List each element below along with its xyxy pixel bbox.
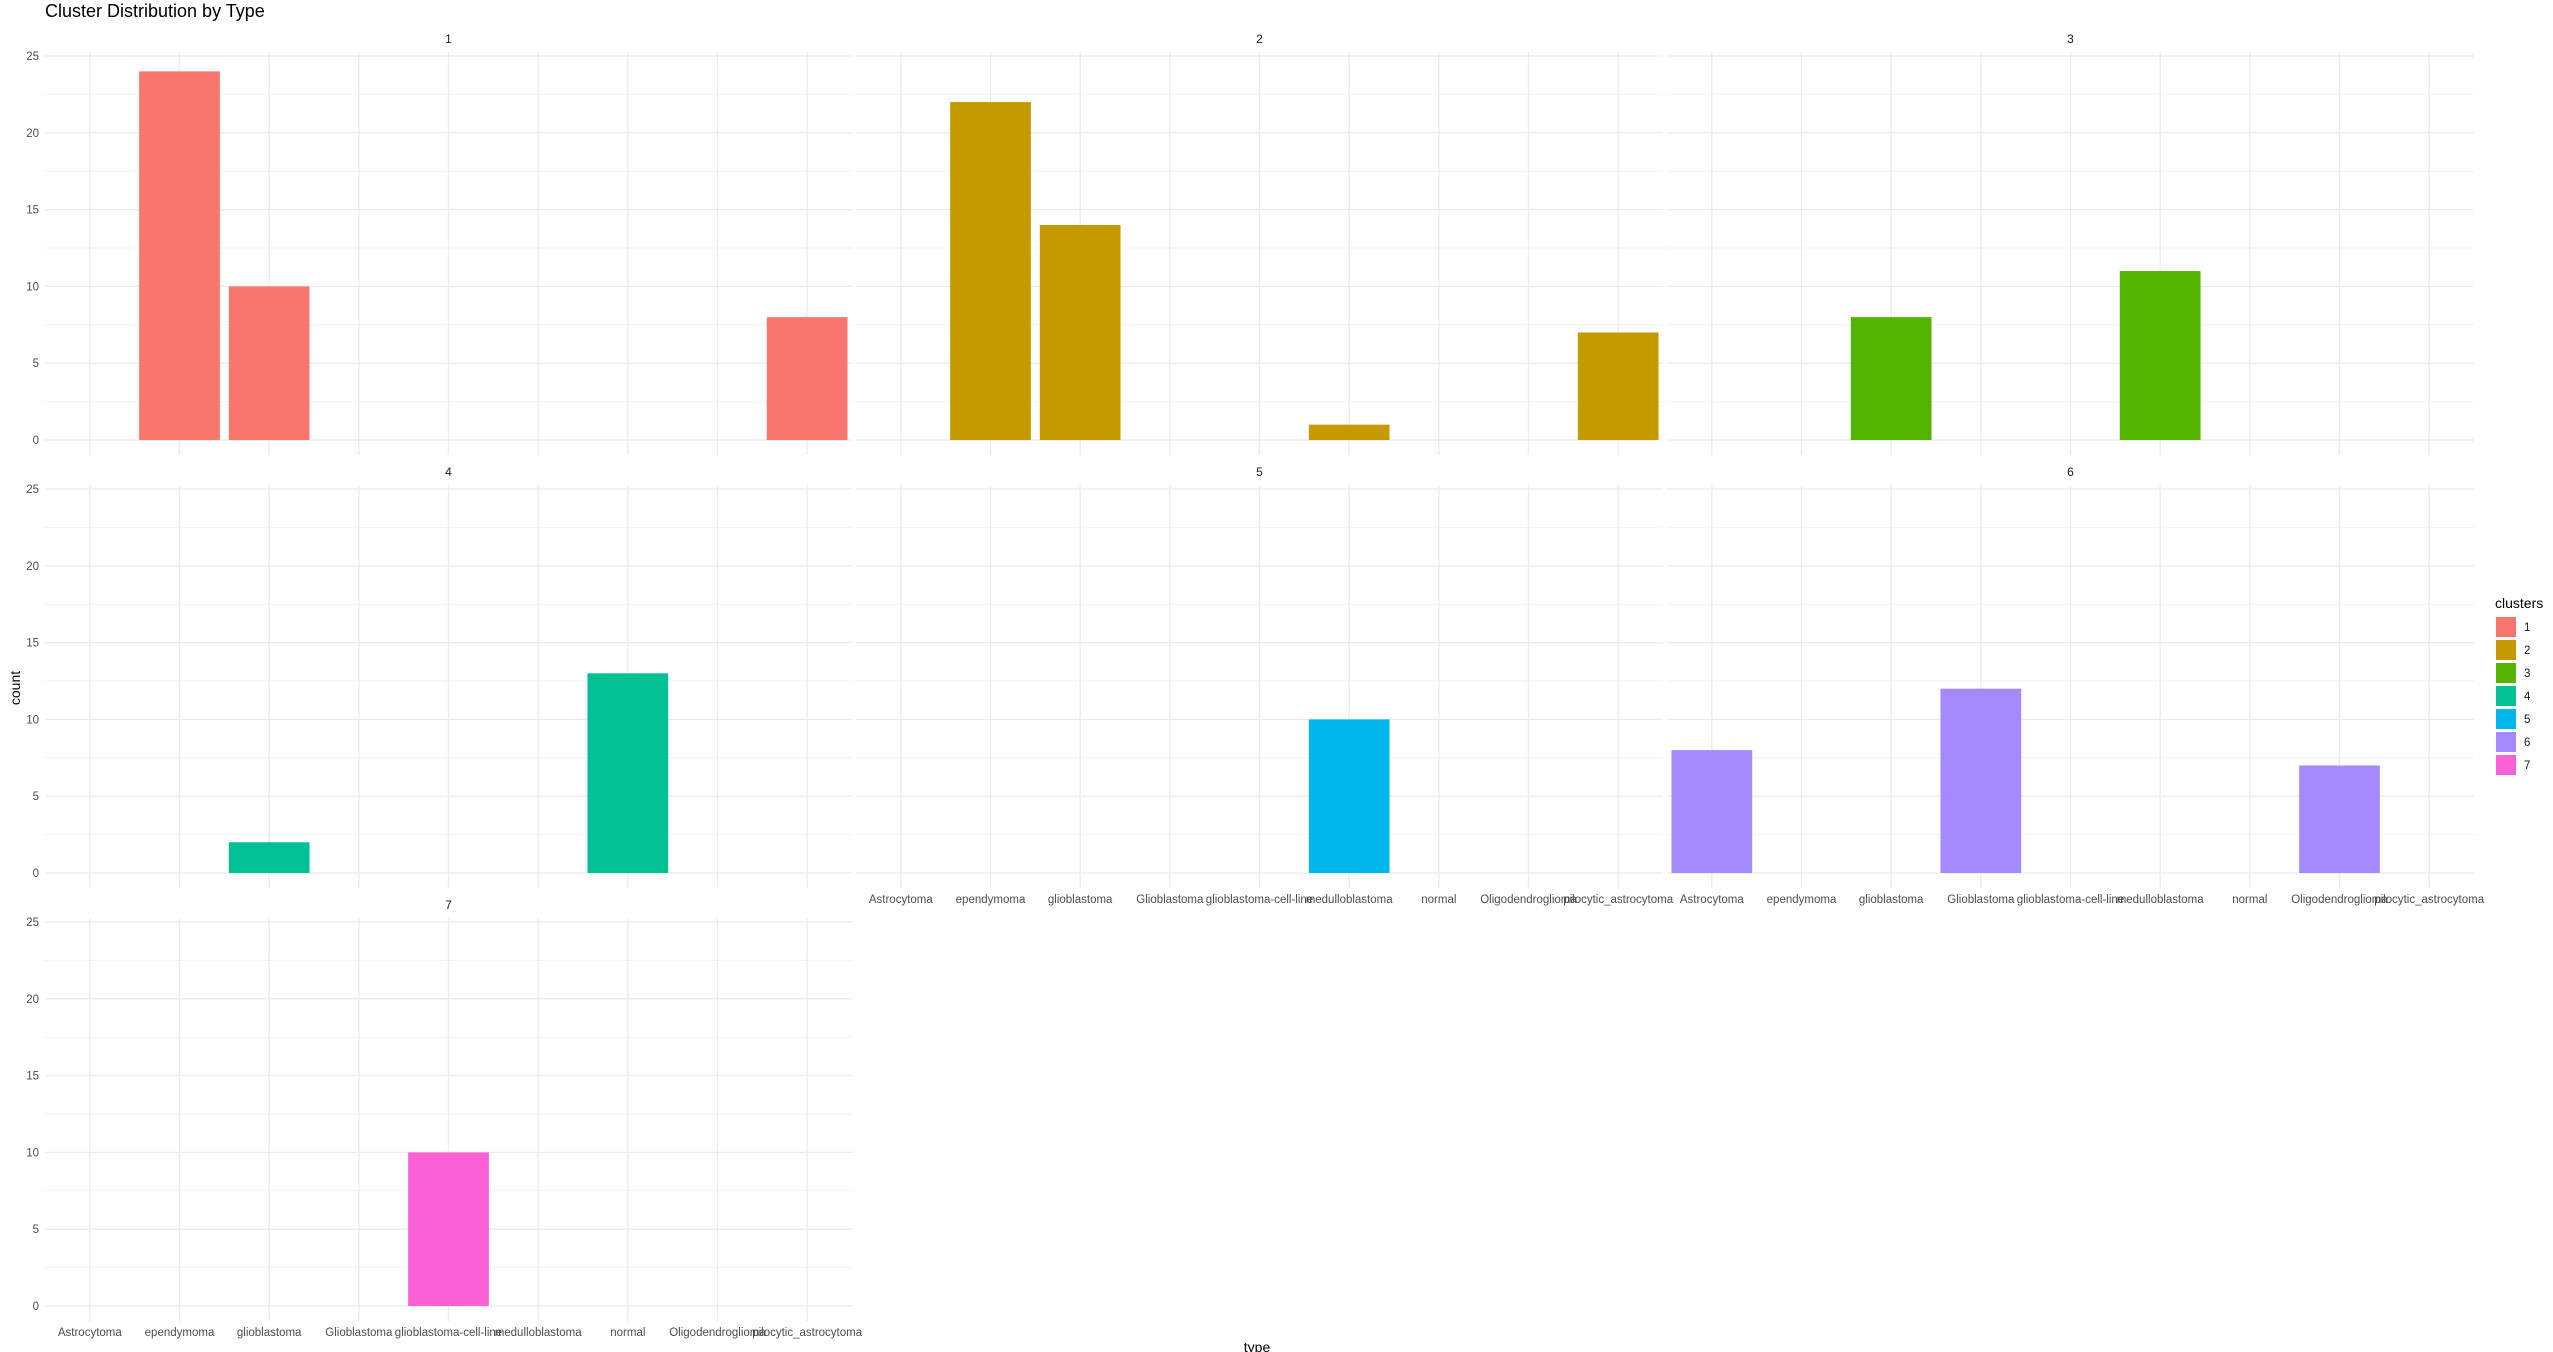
bar-3-glioblastoma <box>1850 317 1932 440</box>
x-tick-label: ependymoma <box>956 894 1026 906</box>
legend-label-2: 2 <box>2524 645 2530 657</box>
y-tick-label: 5 <box>33 791 39 803</box>
y-tick-label: 15 <box>26 205 39 217</box>
x-tick-label: ependymoma <box>145 1327 215 1339</box>
x-tick-label: Glioblastoma <box>325 1327 393 1339</box>
bar-2-ependymoma <box>950 102 1031 440</box>
bar-6-Oligodendroglioma <box>2299 765 2380 873</box>
facet-panel-2: 2 <box>856 32 1663 455</box>
x-tick-label: pilocytic_astrocytoma <box>2374 894 2485 906</box>
x-tick-label: Glioblastoma <box>1136 894 1204 906</box>
legend-label-5: 5 <box>2524 714 2530 726</box>
x-tick-label: Astrocytoma <box>58 1327 123 1339</box>
facet-strip-label: 6 <box>2067 465 2074 479</box>
legend-key-3 <box>2496 663 2516 683</box>
bar-2-glioblastoma <box>1039 224 1121 440</box>
legend-title: clusters <box>2495 595 2543 611</box>
x-tick-label: Astrocytoma <box>1680 894 1745 906</box>
x-tick-label: pilocytic_astrocytoma <box>1563 894 1674 906</box>
bar-3-medulloblastoma <box>2119 271 2201 440</box>
legend-label-7: 7 <box>2524 760 2530 772</box>
y-tick-label: 10 <box>26 1147 39 1159</box>
y-tick-label: 10 <box>26 281 39 293</box>
facet-panel-4: 4 0 5 10 15 20 25 <box>26 465 852 888</box>
bar-1-pilocytic_astrocytoma <box>766 317 848 440</box>
y-tick-label: 15 <box>26 638 39 650</box>
x-tick-label: glioblastoma-cell-line <box>395 1327 502 1339</box>
y-tick-label: 15 <box>26 1071 39 1083</box>
x-tick-label: normal <box>2232 894 2267 906</box>
x-tick-label: normal <box>1421 894 1456 906</box>
bar-6-Glioblastoma <box>1940 688 2022 873</box>
facet-strip-label: 5 <box>1256 465 1263 479</box>
legend-key-1 <box>2496 617 2516 637</box>
y-tick-label: 0 <box>33 435 39 447</box>
legend-label-4: 4 <box>2524 691 2531 703</box>
x-tick-label: Oligodendroglioma <box>1480 894 1577 906</box>
facet-strip-label: 3 <box>2067 32 2074 46</box>
y-tick-label: 0 <box>33 868 39 880</box>
x-tick-label: medulloblastoma <box>2117 894 2205 906</box>
legend-key-7 <box>2496 755 2516 775</box>
chart-title: Cluster Distribution by Type <box>45 1 265 21</box>
bar-6-Astrocytoma <box>1671 750 1753 873</box>
bar-2-medulloblastoma <box>1308 424 1390 440</box>
bar-2-pilocytic_astrocytoma <box>1577 332 1659 440</box>
x-tick-label: normal <box>610 1327 645 1339</box>
x-tick-label: pilocytic_astrocytoma <box>752 1327 863 1339</box>
legend-label-3: 3 <box>2524 668 2530 680</box>
facet-panel-7: 7 0 5 10 15 20 25 Astrocytoma ependymoma glioblas… <box>26 898 863 1339</box>
x-tick-label: glioblastoma-cell-line <box>2017 894 2124 906</box>
x-tick-label: medulloblastoma <box>1306 894 1394 906</box>
y-tick-label: 25 <box>26 51 39 63</box>
x-tick-label: ependymoma <box>1767 894 1837 906</box>
facet-panel-5: 5 Astrocytoma ependymoma glioblastoma Gliobl… <box>856 465 1674 906</box>
x-axis-title: type <box>1244 1339 1271 1352</box>
bar-5-medulloblastoma <box>1308 719 1390 873</box>
legend-key-6 <box>2496 732 2516 752</box>
facet-panel-6: 6 Astrocytoma ependymoma glioblastoma Gliobl… <box>1667 465 2485 906</box>
bar-1-ependymoma <box>139 71 220 441</box>
y-tick-label: 10 <box>26 714 39 726</box>
facet-strip-label: 2 <box>1256 32 1263 46</box>
facet-panel-3: 3 <box>1667 32 2474 455</box>
x-tick-label: glioblastoma <box>1859 894 1924 906</box>
bar-7-glioblastoma-cell-line <box>408 1152 489 1306</box>
y-tick-label: 5 <box>33 358 39 370</box>
legend-key-5 <box>2496 709 2516 729</box>
y-tick-label: 5 <box>33 1224 39 1236</box>
x-tick-label: medulloblastoma <box>495 1327 583 1339</box>
y-tick-label: 20 <box>26 994 39 1006</box>
facet-strip-label: 1 <box>445 32 452 46</box>
legend-label-6: 6 <box>2524 737 2530 749</box>
legend-key-2 <box>2496 640 2516 660</box>
bar-4-glioblastoma <box>228 842 310 873</box>
legend: clusters 1 2 3 4 5 6 7 <box>2495 595 2543 775</box>
bar-1-glioblastoma <box>228 286 310 440</box>
y-tick-label: 25 <box>26 917 39 929</box>
y-tick-label: 20 <box>26 128 39 140</box>
x-tick-label: Oligodendroglioma <box>669 1327 766 1339</box>
y-tick-label: 25 <box>26 484 39 496</box>
facet-strip-label: 4 <box>445 465 452 479</box>
x-tick-label: Glioblastoma <box>1947 894 2015 906</box>
y-tick-label: 0 <box>33 1301 39 1313</box>
x-tick-label: glioblastoma <box>237 1327 302 1339</box>
x-tick-label: glioblastoma-cell-line <box>1206 894 1313 906</box>
x-tick-label: Oligodendroglioma <box>2291 894 2388 906</box>
bar-4-normal <box>587 673 669 873</box>
legend-label-1: 1 <box>2524 622 2530 634</box>
facet-strip-label: 7 <box>445 898 452 912</box>
x-tick-label: glioblastoma <box>1048 894 1113 906</box>
y-axis-title: count <box>7 671 23 705</box>
legend-key-4 <box>2496 686 2516 706</box>
y-tick-label: 20 <box>26 561 39 573</box>
x-tick-label: Astrocytoma <box>869 894 934 906</box>
